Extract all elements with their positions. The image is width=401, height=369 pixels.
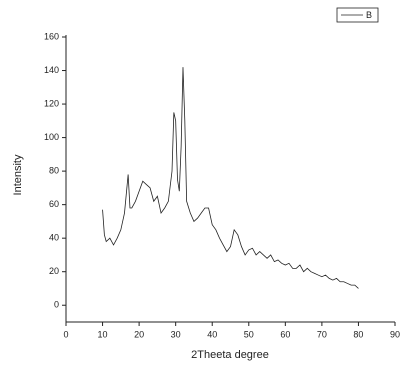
y-tick-label: 160: [44, 31, 59, 41]
x-tick-label: 90: [390, 329, 400, 339]
x-tick-label: 40: [207, 329, 217, 339]
y-axis-title: Intensity: [12, 154, 24, 195]
y-tick-label: 0: [54, 300, 59, 310]
x-tick-label: 10: [98, 329, 108, 339]
x-tick-label: 50: [244, 329, 254, 339]
y-tick-label: 100: [44, 132, 59, 142]
x-axis-title: 2Theeta degree: [191, 349, 269, 361]
x-tick-label: 60: [280, 329, 290, 339]
y-tick-label: 120: [44, 98, 59, 108]
x-tick-label: 0: [63, 329, 68, 339]
x-tick-label: 80: [353, 329, 363, 339]
data-line: [102, 67, 359, 289]
y-tick-label: 140: [44, 65, 59, 75]
legend-label: B: [366, 10, 372, 20]
y-tick-label: 40: [49, 233, 59, 243]
y-tick-label: 60: [49, 199, 59, 209]
y-tick-label: 20: [49, 266, 59, 276]
x-tick-label: 20: [134, 329, 144, 339]
x-tick-label: 70: [317, 329, 327, 339]
y-tick-label: 80: [49, 165, 59, 175]
x-tick-label: 30: [171, 329, 181, 339]
